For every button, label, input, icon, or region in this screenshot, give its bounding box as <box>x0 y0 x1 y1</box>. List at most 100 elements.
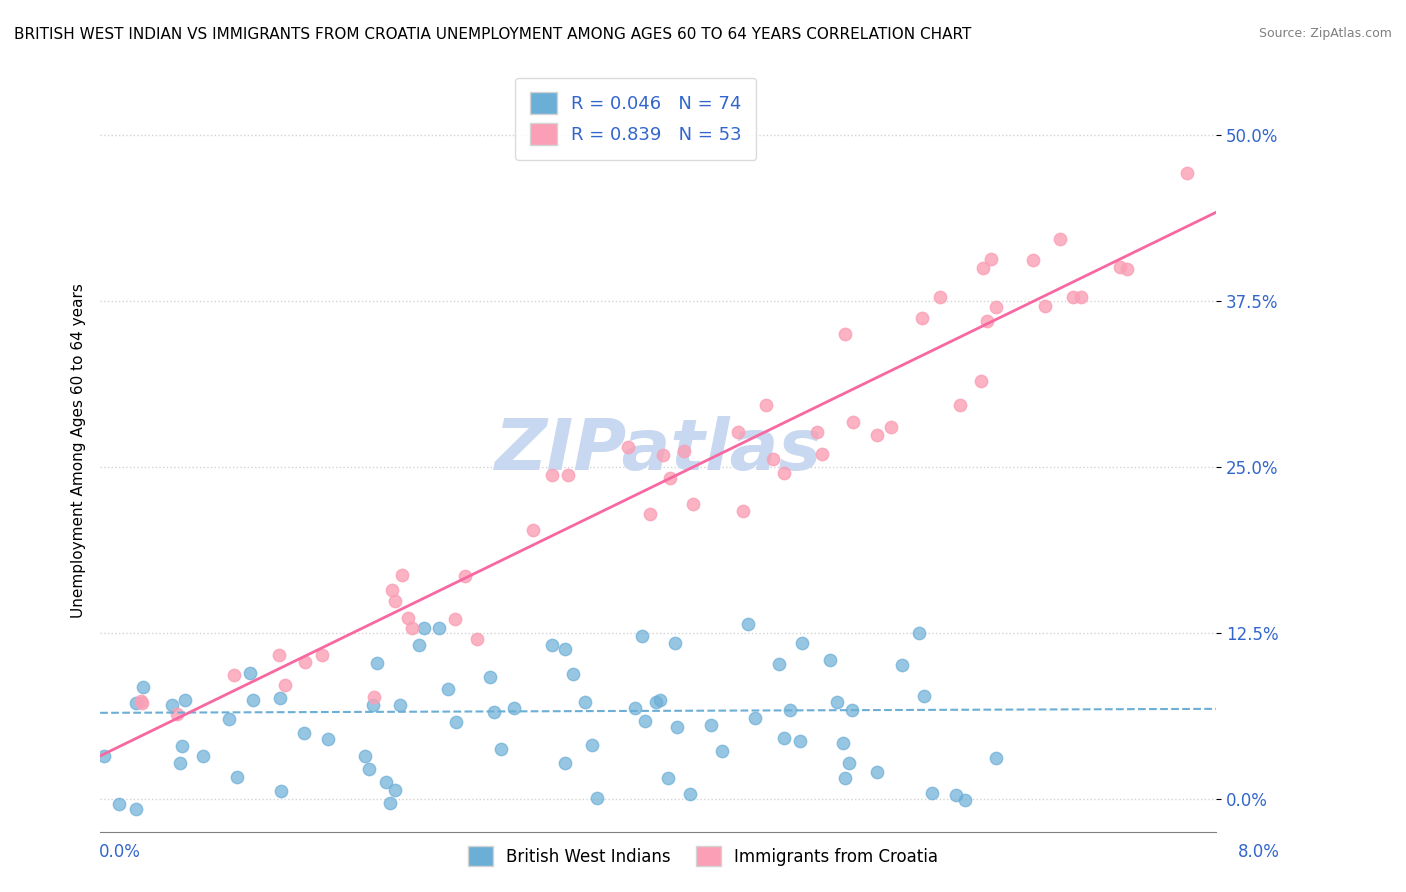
Point <box>131 680 153 694</box>
Point <box>907 625 929 640</box>
Point <box>522 524 544 538</box>
Point <box>239 665 262 680</box>
Text: 8.0%: 8.0% <box>1237 843 1279 861</box>
Point <box>825 695 848 709</box>
Point <box>866 428 889 442</box>
Point <box>634 714 657 728</box>
Point <box>700 717 723 731</box>
Point <box>1070 290 1092 304</box>
Point <box>353 748 375 763</box>
Point <box>125 697 148 711</box>
Point <box>811 447 834 461</box>
Point <box>482 705 505 719</box>
Point <box>384 594 406 608</box>
Point <box>503 700 526 714</box>
Point <box>1175 166 1198 180</box>
Point <box>129 694 152 708</box>
Point <box>408 638 430 652</box>
Point <box>444 612 467 626</box>
Point <box>652 448 675 462</box>
Point <box>644 695 666 709</box>
Point <box>374 775 396 789</box>
Point <box>616 440 638 454</box>
Point <box>976 314 998 328</box>
Point <box>806 425 828 440</box>
Point <box>832 736 855 750</box>
Point <box>391 567 413 582</box>
Point <box>679 787 702 801</box>
Point <box>585 791 607 805</box>
Point <box>269 691 291 706</box>
Point <box>581 738 603 752</box>
Point <box>755 398 778 412</box>
Point <box>173 693 195 707</box>
Point <box>557 468 579 483</box>
Point <box>453 568 475 582</box>
Point <box>108 797 131 812</box>
Point <box>226 770 249 784</box>
Point <box>834 326 856 341</box>
Point <box>984 300 1007 314</box>
Point <box>389 698 412 713</box>
Point <box>311 648 333 662</box>
Point <box>361 698 384 713</box>
Point <box>169 756 191 770</box>
Point <box>710 744 733 758</box>
Point <box>789 734 811 748</box>
Point <box>945 789 967 803</box>
Point <box>650 692 672 706</box>
Point <box>1062 290 1084 304</box>
Point <box>773 466 796 480</box>
Point <box>222 668 245 682</box>
Point <box>834 771 856 785</box>
Point <box>820 653 842 667</box>
Legend: British West Indians, Immigrants from Croatia: British West Indians, Immigrants from Cr… <box>460 838 946 875</box>
Point <box>357 762 380 776</box>
Point <box>970 374 993 388</box>
Point <box>93 749 115 764</box>
Point <box>381 582 404 597</box>
Point <box>624 701 647 715</box>
Point <box>1116 261 1139 276</box>
Point <box>768 657 790 672</box>
Point <box>912 689 935 703</box>
Point <box>131 696 153 710</box>
Point <box>478 670 501 684</box>
Point <box>984 751 1007 765</box>
Point <box>737 617 759 632</box>
Point <box>727 425 749 439</box>
Point <box>980 252 1002 267</box>
Point <box>363 690 385 704</box>
Point <box>444 714 467 729</box>
Point <box>437 682 460 697</box>
Point <box>193 748 215 763</box>
Point <box>744 711 766 725</box>
Point <box>890 657 912 672</box>
Point <box>682 497 704 511</box>
Point <box>921 786 943 800</box>
Text: Source: ZipAtlas.com: Source: ZipAtlas.com <box>1258 27 1392 40</box>
Point <box>640 507 662 521</box>
Point <box>294 655 316 669</box>
Point <box>218 712 240 726</box>
Point <box>396 611 419 625</box>
Point <box>554 756 576 770</box>
Point <box>953 792 976 806</box>
Point <box>292 726 315 740</box>
Point <box>316 732 339 747</box>
Point <box>673 444 696 458</box>
Point <box>842 415 865 429</box>
Point <box>489 742 512 756</box>
Point <box>166 706 188 721</box>
Legend: R = 0.046   N = 74, R = 0.839   N = 53: R = 0.046 N = 74, R = 0.839 N = 53 <box>516 78 756 160</box>
Point <box>384 782 406 797</box>
Point <box>378 796 401 810</box>
Point <box>554 642 576 657</box>
Point <box>779 703 801 717</box>
Point <box>630 629 652 643</box>
Point <box>574 696 596 710</box>
Point <box>1109 260 1132 275</box>
Point <box>880 419 903 434</box>
Point <box>413 621 436 635</box>
Point <box>125 802 148 816</box>
